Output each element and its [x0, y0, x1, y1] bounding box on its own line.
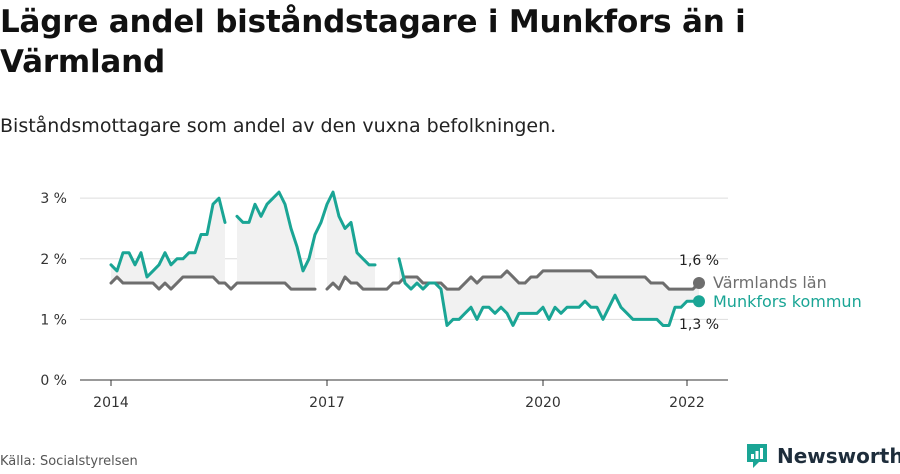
x-tick-label: 2017 [309, 395, 345, 411]
brand-name: Newsworthy [777, 444, 900, 468]
y-tick-label: 0 % [40, 373, 67, 389]
series-label-county: Värmlands län [713, 273, 827, 292]
x-tick-label: 2022 [669, 395, 705, 411]
difference-band [327, 192, 375, 290]
chart-subtitle: Biståndsmottagare som andel av den vuxna… [0, 115, 557, 137]
end-value-county: 1,6 % [679, 253, 719, 269]
x-tick-label: 2020 [525, 395, 561, 411]
difference-band [237, 192, 315, 290]
series-line-municipality [235, 190, 377, 273]
y-tick-label: 2 % [40, 252, 67, 268]
series-line-county [109, 275, 317, 291]
chart-title: Lägre andel biståndstagare i Munkfors än… [0, 4, 746, 80]
series-line-municipality [109, 196, 227, 279]
series-line-county [325, 269, 701, 291]
brand-logo[interactable]: Newsworthy [745, 441, 900, 471]
end-point-county [693, 277, 705, 290]
series-label-municipality: Munkfors kommun [713, 292, 862, 311]
x-tick-label: 2014 [93, 395, 129, 411]
series-line-municipality [397, 257, 701, 327]
newsworthy-logo-icon [747, 444, 767, 468]
difference-band [111, 198, 225, 290]
end-value-municipality: 1,3 % [679, 317, 719, 333]
y-tick-label: 1 % [40, 312, 67, 328]
end-point-municipality [693, 295, 705, 308]
y-tick-label: 3 % [40, 191, 67, 207]
source-note: Källa: Socialstyrelsen [0, 454, 138, 469]
